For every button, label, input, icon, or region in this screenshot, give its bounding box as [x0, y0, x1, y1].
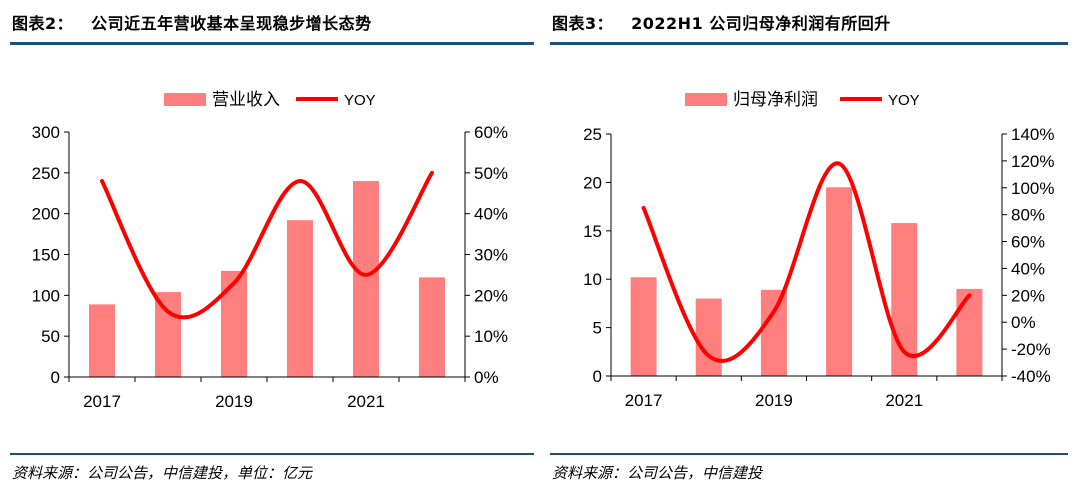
bar-2022H1 — [956, 288, 983, 376]
chart-panel-revenue: 图表2： 公司近五年营收基本呈现稳步增长态势 0 50 100 150 200 250 300… — [10, 10, 534, 482]
net-profit-chart: 0 5 10 15 20 25 -40% -20% 0% 20% 40% 60% 80% 100% 120%… — [583, 90, 1054, 410]
y-right-tick-label: 30% — [474, 246, 508, 265]
bar-2018 — [695, 298, 722, 376]
bar-2020 — [826, 187, 853, 376]
bar-2019 — [221, 270, 247, 377]
y-right-tick-label: -20% — [1011, 340, 1051, 359]
revenue-chart: 0 50 100 150 200 250 300 0% 10% 20% 30% 40% 50% 60% 20… — [32, 90, 508, 411]
y-right-tick-label: 0% — [474, 368, 499, 387]
legend-line-label: YOY — [888, 92, 920, 109]
legend-line-label: YOY — [344, 92, 376, 109]
x-tick-label: 2017 — [625, 391, 663, 410]
bar-2017 — [630, 277, 657, 376]
y-right-tick-label: 20% — [474, 286, 508, 305]
y-left-tick-label: 300 — [32, 123, 60, 142]
figure-label: 图表3： — [552, 14, 614, 33]
yoy-line — [641, 161, 972, 363]
y-left-tick-label: 250 — [32, 164, 60, 183]
y-right-tick-label: 40% — [474, 205, 508, 224]
source-note: 资料来源：公司公告，中信建投，单位：亿元 — [12, 464, 313, 482]
title-divider — [550, 42, 1068, 45]
source-divider — [550, 453, 1068, 455]
bar-2022H1 — [419, 277, 445, 377]
y-left-tick-label: 20 — [583, 173, 602, 192]
legend-bar-label: 归母净利润 — [733, 90, 818, 109]
y-left-tick-label: 200 — [32, 205, 60, 224]
figure-title: 公司近五年营收基本呈现稳步增长态势 — [91, 14, 372, 33]
x-tick-label: 2019 — [755, 391, 793, 410]
y-left-tick-label: 50 — [41, 327, 60, 346]
bar-2020 — [287, 220, 313, 377]
legend-bar-swatch — [685, 93, 727, 106]
legend-bar-label: 营业收入 — [212, 90, 280, 109]
y-right-tick-label: 0% — [1011, 313, 1036, 332]
source-divider — [10, 453, 534, 455]
y-right-tick-label: 100% — [1011, 179, 1054, 198]
y-left-tick-label: 5 — [593, 319, 602, 338]
y-left-tick-label: 15 — [583, 222, 602, 241]
chart-panel-net-profit: 图表3： 2022H1 公司归母净利润有所回升 0 5 10 15 20 25 -40% -20… — [548, 0, 1080, 492]
chart-title: 图表3： 2022H1 公司归母净利润有所回升 — [552, 10, 891, 34]
y-left-tick-label: 150 — [32, 246, 60, 265]
y-right-tick-label: 80% — [1011, 206, 1045, 225]
y-left-tick-label: 100 — [32, 286, 60, 305]
y-left-tick-label: 0 — [593, 367, 602, 386]
legend-bar-swatch — [164, 93, 206, 106]
bar-2017 — [89, 304, 115, 377]
y-right-tick-label: 140% — [1011, 125, 1054, 144]
y-left-tick-label: 0 — [51, 368, 60, 387]
source-note: 资料来源：公司公告，中信建投 — [552, 464, 763, 482]
y-left-tick-label: 25 — [583, 125, 602, 144]
yoy-line — [100, 170, 434, 320]
y-right-tick-label: 60% — [474, 123, 508, 142]
x-tick-label: 2021 — [347, 392, 385, 411]
y-right-tick-label: 20% — [1011, 286, 1045, 305]
y-right-tick-label: 120% — [1011, 152, 1054, 171]
y-right-tick-label: 60% — [1011, 233, 1045, 252]
figure-title: 2022H1 公司归母净利润有所回升 — [631, 14, 891, 33]
y-right-tick-label: -40% — [1011, 367, 1051, 386]
y-right-tick-label: 10% — [474, 327, 508, 346]
bar-2021 — [353, 181, 379, 377]
figure-label: 图表2： — [12, 14, 74, 33]
bar-2019 — [760, 289, 787, 376]
y-right-tick-label: 40% — [1011, 259, 1045, 278]
chart-title: 图表2： 公司近五年营收基本呈现稳步增长态势 — [12, 10, 372, 34]
x-tick-label: 2019 — [215, 392, 253, 411]
x-tick-label: 2021 — [885, 391, 923, 410]
y-right-tick-label: 50% — [474, 164, 508, 183]
title-divider — [10, 42, 534, 45]
bar-2018 — [155, 292, 181, 377]
x-tick-label: 2017 — [83, 392, 121, 411]
y-left-tick-label: 10 — [583, 270, 602, 289]
